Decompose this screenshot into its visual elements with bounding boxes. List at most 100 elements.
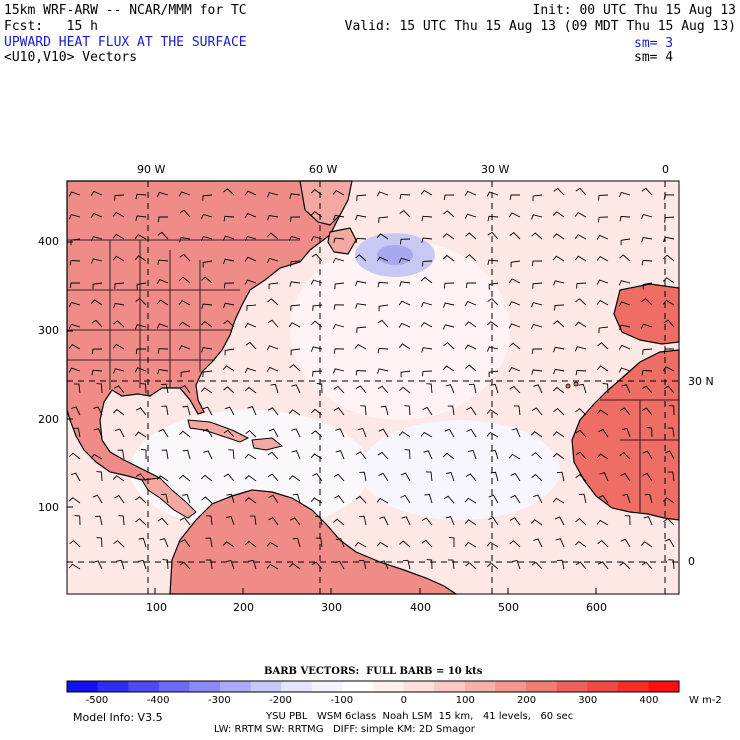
wind-barb — [508, 278, 521, 284]
lon-label-60w: 60 W — [309, 163, 338, 176]
wind-barb — [135, 348, 146, 354]
wind-barb — [464, 497, 477, 504]
wind-barb — [398, 322, 411, 328]
wind-barb — [205, 537, 213, 548]
wind-barb — [380, 405, 389, 416]
wind-barb — [161, 405, 169, 416]
wind-barb — [533, 494, 543, 504]
wind-barb — [112, 368, 125, 374]
wind-barb — [663, 518, 675, 526]
wind-barb — [93, 428, 103, 438]
north-america-land — [66, 180, 346, 485]
wind-barb — [624, 514, 631, 526]
wind-barb — [266, 366, 279, 372]
wind-barb — [333, 385, 345, 394]
wind-barb — [532, 282, 543, 289]
wind-barb — [223, 429, 235, 438]
wind-barb — [205, 559, 213, 570]
wind-barb — [490, 471, 499, 482]
wind-barb — [356, 326, 367, 333]
wind-barb — [288, 235, 301, 242]
wind-barb — [662, 497, 675, 504]
wind-barb — [289, 364, 301, 372]
wind-barb — [182, 405, 191, 416]
wind-barb — [552, 386, 565, 394]
legend-swatch — [250, 681, 282, 692]
newfoundland-land — [327, 227, 357, 255]
field-title: UPWARD HEAT FLUX AT THE SURFACE — [4, 35, 247, 50]
iberia-land — [613, 283, 680, 345]
x-tick-400: 400 — [410, 601, 431, 614]
wind-barb — [487, 259, 499, 266]
y-tick-300: 300 — [38, 324, 59, 337]
wind-barb — [113, 540, 125, 548]
wind-barb — [156, 279, 169, 285]
wind-barb — [202, 428, 213, 438]
wind-barb — [290, 304, 301, 311]
wind-barb — [443, 210, 455, 218]
wind-barb — [510, 494, 521, 504]
wind-barb — [354, 541, 367, 548]
wind-barb — [223, 282, 235, 289]
wind-barb — [90, 190, 103, 196]
wind-barb — [552, 233, 565, 240]
wind-barb — [530, 302, 543, 308]
wind-barb — [224, 348, 235, 356]
wind-barb — [267, 451, 279, 460]
legend-swatch — [617, 681, 649, 692]
wind-barb — [468, 449, 477, 460]
wind-barb — [357, 428, 367, 438]
wind-barb — [157, 348, 169, 354]
wind-barb — [642, 450, 653, 460]
wind-barb — [335, 450, 345, 460]
map-frame — [66, 180, 680, 595]
smoothing-1: sm= 3 — [634, 36, 674, 51]
legend-label: -200 — [269, 695, 292, 706]
y-tick-200: 200 — [38, 413, 59, 426]
wind-barb — [667, 427, 675, 438]
wind-barb — [134, 367, 147, 373]
wind-barb — [356, 194, 367, 201]
legend-label: -100 — [330, 695, 354, 706]
wind-barb — [335, 428, 345, 438]
wind-barb — [225, 559, 235, 570]
wind-barb — [464, 519, 477, 526]
wind-barb — [641, 187, 653, 196]
wind-barb — [597, 540, 609, 548]
wind-barb — [288, 475, 301, 482]
wind-barb — [334, 495, 345, 504]
wind-barb — [355, 303, 367, 309]
wind-barb — [291, 450, 301, 460]
wind-barb — [618, 367, 631, 373]
wind-barb — [222, 365, 235, 372]
wind-barb — [553, 368, 565, 375]
legend-swatch — [128, 681, 160, 692]
wind-barb — [162, 559, 169, 570]
wind-barb — [423, 450, 433, 460]
wind-barb — [359, 471, 367, 482]
wind-barb — [553, 320, 565, 328]
wind-barb — [224, 406, 235, 416]
wind-barb — [333, 304, 345, 310]
wind-barb — [157, 216, 168, 222]
wind-barb — [73, 427, 81, 438]
valid-time: Valid: 15 UTC Thu 15 Aug 13 (09 MDT Thu … — [344, 19, 736, 34]
wind-barb — [378, 304, 389, 312]
wind-barb — [201, 303, 213, 310]
wind-barb — [642, 282, 653, 290]
wind-barb — [664, 216, 675, 223]
wind-barb — [179, 236, 191, 243]
x-tick-100: 100 — [146, 601, 167, 614]
wind-barb — [202, 370, 213, 378]
legend-swatch — [281, 681, 313, 692]
x-tick-200: 200 — [233, 601, 254, 614]
wind-barb — [200, 235, 213, 242]
wind-barb — [420, 276, 433, 284]
wind-barb — [486, 409, 499, 416]
wind-barb — [425, 471, 433, 482]
wind-barb — [288, 562, 301, 570]
wind-barb — [223, 215, 235, 222]
wind-barb — [401, 516, 411, 526]
wind-barb — [552, 255, 565, 262]
wind-barb — [404, 405, 411, 416]
